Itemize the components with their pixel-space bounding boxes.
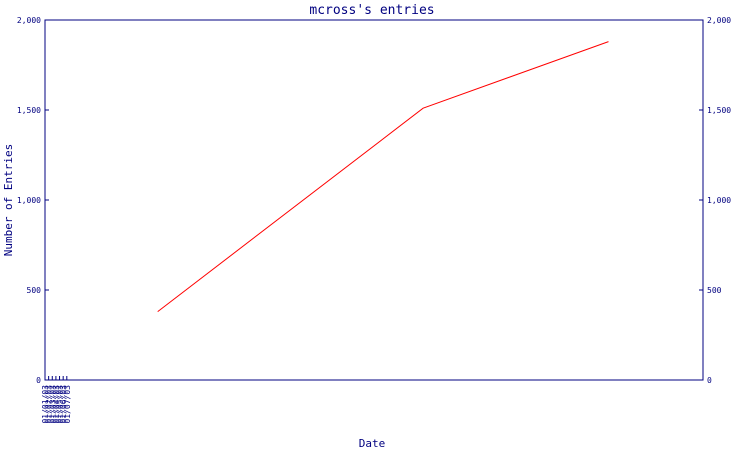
x-tick-label: 01/03/03: [48, 385, 57, 424]
series-layer: [157, 41, 609, 312]
x-tick-label: 01/07/03: [63, 385, 72, 424]
y-tick-label-left: 500: [27, 286, 42, 295]
y-tick-label-right: 1,000: [707, 196, 731, 205]
y-tick-label-right: 1,500: [707, 106, 731, 115]
x-tick-label: 01/02/03: [45, 385, 54, 424]
x-axis-label: Date: [359, 437, 386, 450]
y-tick-label-left: 2,000: [17, 16, 41, 25]
y-tick-label-left: 1,500: [17, 106, 41, 115]
series-line-0: [157, 41, 609, 312]
y-tick-label-right: 2,000: [707, 16, 731, 25]
chart-title: mcross's entries: [309, 3, 434, 18]
ticks-layer: 0 500 1,000 1,500 2,000 0 500 1,000 1,500 2,000 01…: [17, 16, 731, 424]
x-tick-label: 01/04/03: [52, 385, 61, 424]
y-tick-label-right: 0: [707, 376, 712, 385]
y-tick-label-left: 0: [36, 376, 41, 385]
y-axis-label: Number of Entries: [2, 144, 15, 257]
plot-area-frame: [44, 19, 704, 381]
x-tick-label: 01/05/03: [56, 385, 65, 424]
x-tick-label: 01/01/03: [41, 385, 50, 424]
x-tick-label: 01/06/03: [59, 385, 68, 424]
y-tick-label-left: 1,000: [17, 196, 41, 205]
y-tick-label-right: 500: [707, 286, 722, 295]
